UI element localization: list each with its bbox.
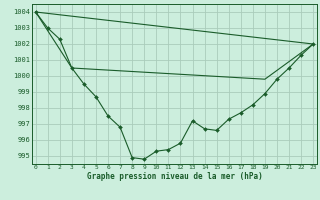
X-axis label: Graphe pression niveau de la mer (hPa): Graphe pression niveau de la mer (hPa) (86, 172, 262, 181)
